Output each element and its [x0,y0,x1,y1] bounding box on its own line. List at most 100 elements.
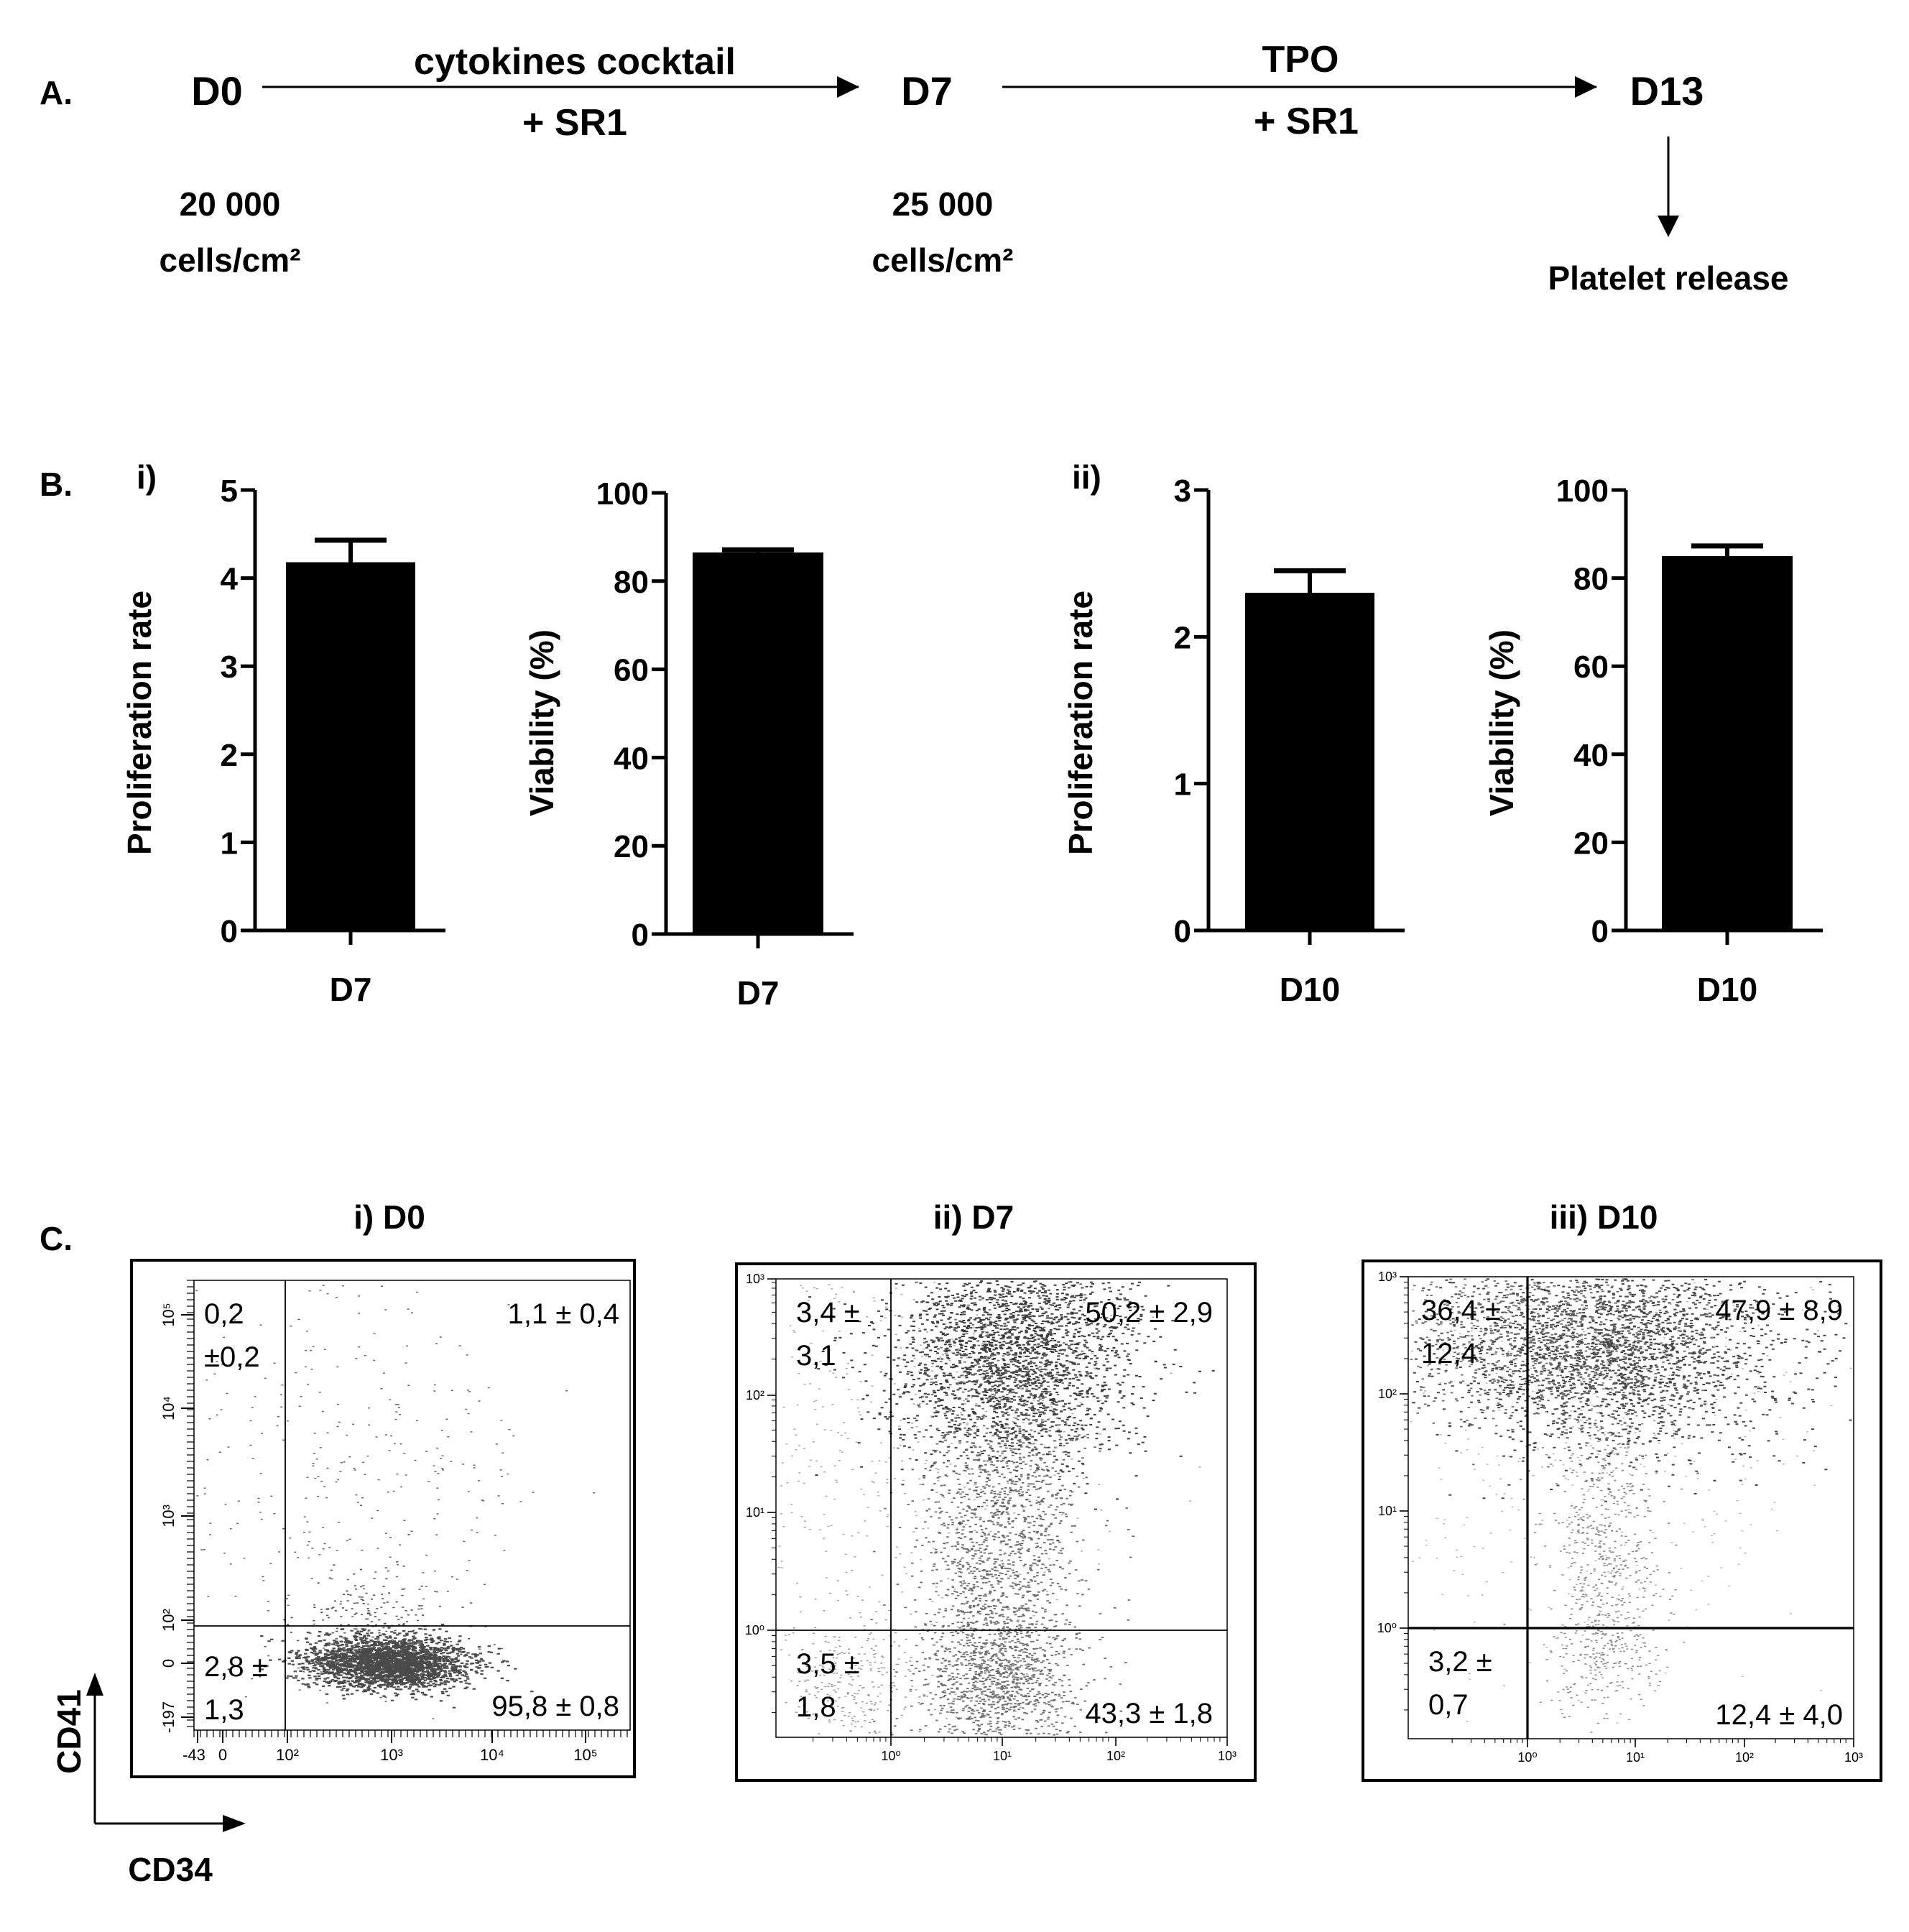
y-tick-label: 10³ [1378,1270,1397,1284]
panel-a-label: A. [40,74,73,111]
flow-plot-2: 10⁰ 10⁰ 10¹ 10¹ 10² 10² 10³ 10³ 3,4 ± 3,1 50,2 ± 2… [735,1262,1257,1782]
y-axis-label: Proliferation rate [121,591,158,855]
event-cluster [808,1280,1215,1542]
y-tick-label: 80 [614,565,649,600]
flow-events [195,1285,596,1719]
y-tick-label: 10³ [746,1272,764,1286]
y-tick-label: 10² [1378,1387,1397,1401]
step1-top-label: cytokines cocktail [414,41,736,83]
bar-D10 [1662,555,1793,930]
flow-plot-frame [130,1259,636,1778]
step2-bottom-label: + SR1 [1254,101,1359,142]
quadrant-ll-line2: 0,7 [1428,1689,1469,1721]
flow-title-d10: iii) D10 [1550,1198,1658,1236]
y-tick-label: 60 [614,653,649,688]
d0-density-line2: cells/cm² [160,241,301,279]
x-category-label: D7 [330,971,372,1008]
x-tick-label: 10⁰ [881,1749,900,1763]
panel-c-label: C. [40,1220,73,1257]
flow-plot-frame [735,1262,1257,1782]
event-cluster [870,1564,1123,1736]
y-tick-label: 2 [1174,620,1191,655]
y-tick-label: 20 [1573,826,1609,861]
event-cluster [227,1608,534,1709]
x-tick-label: 10⁵ [573,1746,598,1764]
event-cluster [1410,1282,1852,1724]
flow-plot-3: 10⁰ 10⁰ 10¹ 10¹ 10² 10² 10³ 10³ 36,4 ± 12,4 47,9 ±… [1362,1260,1882,1782]
flow-plot-area [775,1278,1228,1738]
y-tick-label: 4 [221,562,239,597]
y-tick-label: 0 [1174,914,1191,949]
x-tick-label: 10¹ [1626,1750,1645,1765]
event-cluster [264,1534,473,1698]
arrow-d7-d13 [1002,76,1597,98]
event-cluster [1410,1278,1729,1482]
flow-plot-area [1408,1276,1854,1739]
quadrant-ul-line2: 3,1 [796,1340,836,1372]
axis-indicator [86,1673,246,1832]
y-tick-label: 10³ [160,1505,177,1527]
quadrant-ul-line1: 36,4 ± [1421,1295,1501,1326]
x-tick-label: 10² [276,1746,299,1764]
event-cluster [780,1569,943,1734]
y-tick-label: 0 [160,1659,177,1668]
bar-D10 [1245,593,1374,930]
y-axis-label: Proliferation rate [1062,591,1099,855]
y-tick-label: 0 [1591,914,1609,949]
flow-title-d0: i) D0 [353,1198,425,1236]
day-d0-label: D0 [191,68,243,114]
x-tick-label: 10² [1106,1749,1125,1763]
event-cluster [777,1281,1201,1732]
x-tick-label: 10¹ [993,1749,1012,1763]
platelet-release-label: Platelet release [1548,259,1788,297]
y-tick-label: 0 [632,918,649,953]
flow-plot-1: -43 0 10² 10³ 10⁴ 10⁵ -197 0 10² 10³ 10⁴ 10⁵ 0,2 ±0,2… [130,1259,636,1778]
event-cluster [1503,1306,1704,1733]
quadrant-ul-line2: 12,4 [1421,1338,1477,1369]
quadrant-ll-line1: 3,5 ± [796,1648,860,1680]
quadrant-ur-value: 47,9 ± 8,9 [1715,1295,1843,1326]
flow-plots: -43 0 10² 10³ 10⁴ 10⁵ -197 0 10² 10³ 10⁴ 10⁵ 0,2 ±0,2… [130,1259,1882,1782]
quadrant-ul-line1: 3,4 ± [796,1297,860,1328]
panel-b-sub-i: i) [137,458,157,496]
x-tick-label: 10⁰ [1517,1750,1537,1765]
y-tick-label: 2 [221,738,238,773]
y-tick-label: 20 [614,829,649,864]
y-axis-label: Viability (%) [523,629,560,816]
event-cluster [195,1285,596,1719]
quadrant-lr-value: 43,3 ± 1,8 [1085,1698,1213,1729]
y-tick-label: 1 [1174,767,1191,803]
step2-top-label: TPO [1262,39,1339,80]
d7-density-line1: 25 000 [892,185,994,223]
y-tick-label: 1 [221,826,238,861]
y-tick-label: 40 [1573,738,1609,773]
cd34-axis-label: CD34 [128,1851,213,1888]
quadrant-ur-value: 1,1 ± 0,4 [508,1298,619,1330]
panel-a: A. D0 D7 D13 cytokines cocktail + SR1 TP… [40,39,1789,297]
x-tick-label: 0 [218,1746,227,1764]
y-tick-label: 10² [746,1388,764,1402]
quadrant-ll-line1: 2,8 ± [204,1651,268,1683]
quadrant-ll-line2: 1,8 [796,1691,836,1723]
y-tick-label: 0 [221,914,238,949]
panel-c: C. i) D0 ii) D7 iii) D10 -43 0 10² 10³ 10⁴ 10… [40,1198,1882,1888]
x-tick-label: 10³ [1844,1750,1863,1765]
day-d7-label: D7 [901,68,953,114]
quadrant-lr-value: 12,4 ± 4,0 [1715,1699,1843,1731]
quadrant-lr-value: 95,8 ± 0,8 [491,1691,619,1722]
y-tick-label: 10⁰ [1377,1621,1397,1635]
y-tick-label: 10¹ [1378,1504,1397,1518]
cd41-axis-label: CD41 [50,1689,88,1774]
bar-chart-4: 0 20 40 60 80 100 D10 Viability (%) [1483,473,1823,1008]
arrow-d13-release [1658,137,1679,237]
quadrant-ul-line2: ±0,2 [204,1341,260,1373]
y-tick-label: 10⁵ [160,1303,177,1327]
flow-title-d7: ii) D7 [933,1198,1014,1236]
day-d13-label: D13 [1630,68,1704,114]
y-tick-label: -197 [160,1701,177,1733]
y-tick-label: 3 [221,650,238,685]
y-tick-label: 3 [1174,473,1191,509]
panel-b-label: B. [40,466,73,503]
